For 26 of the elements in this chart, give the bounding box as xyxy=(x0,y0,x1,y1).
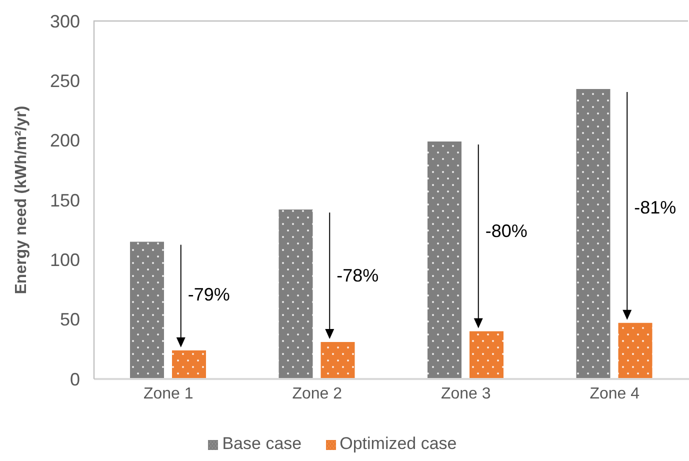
legend-label: Optimized case xyxy=(340,434,457,453)
x-tick-label: Zone 4 xyxy=(590,385,640,402)
x-tick-label: Zone 2 xyxy=(292,385,342,402)
bar xyxy=(470,331,504,379)
x-tick-label: Zone 1 xyxy=(143,385,194,402)
bar xyxy=(576,89,610,379)
y-tick-label: 250 xyxy=(50,71,80,92)
annotation: -80% xyxy=(485,220,528,241)
y-tick-label: 100 xyxy=(50,250,80,270)
bar xyxy=(172,350,206,379)
y-axis-title: Energy need (kWh/m²/yr) xyxy=(13,106,30,294)
y-tick-label: 0 xyxy=(70,369,80,390)
annotation: -79% xyxy=(188,284,230,304)
x-tick-label: Zone 3 xyxy=(440,385,491,402)
y-tick-label: 50 xyxy=(60,310,80,330)
y-tick-label: 300 xyxy=(50,11,80,32)
annotation: -78% xyxy=(336,265,379,286)
y-tick-label: 200 xyxy=(50,130,80,151)
bar xyxy=(130,242,164,379)
annotation: -81% xyxy=(634,197,676,218)
bar xyxy=(320,342,355,379)
bar xyxy=(428,142,462,379)
bar xyxy=(278,210,313,379)
y-tick-label: 150 xyxy=(50,190,80,210)
legend-label: Base case xyxy=(222,434,302,453)
bar xyxy=(618,322,652,379)
